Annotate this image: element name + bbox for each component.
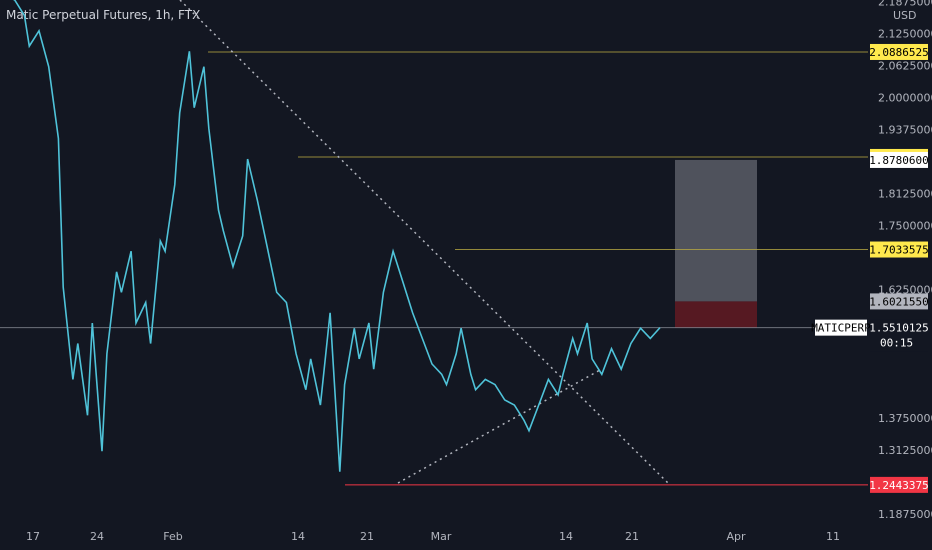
y-tick-label: 2.1250000	[878, 27, 932, 40]
price-tag-label: 1.6021550	[869, 295, 929, 308]
y-tick-label: 1.9375000	[878, 123, 932, 136]
x-tick-label: 14	[559, 530, 573, 543]
price-tag-gray	[870, 293, 928, 310]
x-tick-label: Apr	[726, 530, 746, 543]
y-tick-label: 1.7500000	[878, 220, 932, 233]
price-tag-yellow	[870, 241, 928, 258]
x-tick-label: 21	[360, 530, 374, 543]
price-tag-yellow	[870, 43, 928, 60]
x-tick-label: 14	[291, 530, 305, 543]
current-price-tag	[870, 319, 928, 352]
y-tick-label: 1.3125000	[878, 444, 932, 457]
symbol-tag	[815, 319, 867, 336]
position-stop-zone	[675, 301, 757, 328]
price-tag-label: 2.0886525	[869, 46, 929, 59]
y-tick-label: 2.0000000	[878, 91, 932, 104]
symbol-label: MATICPERP	[811, 322, 871, 335]
price-tag-white	[870, 151, 928, 168]
countdown-label: 00:15	[880, 337, 913, 350]
chart-title: Matic Perpetual Futures, 1h, FTX	[6, 8, 201, 22]
x-tick-label: 21	[625, 530, 639, 543]
y-tick-label: 1.3750000	[878, 412, 932, 425]
ascending-trendline	[397, 369, 601, 484]
y-unit-label: USD	[893, 9, 917, 22]
x-tick-label: Feb	[163, 530, 182, 543]
y-tick-label: 1.8125000	[878, 188, 932, 201]
position-target-zone	[675, 159, 757, 302]
x-tick-label: 11	[826, 530, 840, 543]
price-tag-label: 1.2443375	[869, 479, 929, 492]
price-tag-label: 1.7033575	[869, 244, 929, 257]
price-tag-label: 1.8780600	[869, 154, 929, 167]
y-tick-label: 1.1875000	[878, 508, 932, 521]
descending-trendline	[179, 0, 669, 484]
x-tick-label: 17	[26, 530, 40, 543]
price-tag-red	[870, 476, 928, 493]
x-tick-label: 24	[90, 530, 104, 543]
price-series-line	[12, 0, 661, 472]
current-price-label: 1.5510125	[869, 322, 929, 335]
y-tick-label: 2.0625000	[878, 59, 932, 72]
x-tick-label: Mar	[431, 530, 452, 543]
y-tick-label: 2.1875000	[878, 0, 932, 8]
